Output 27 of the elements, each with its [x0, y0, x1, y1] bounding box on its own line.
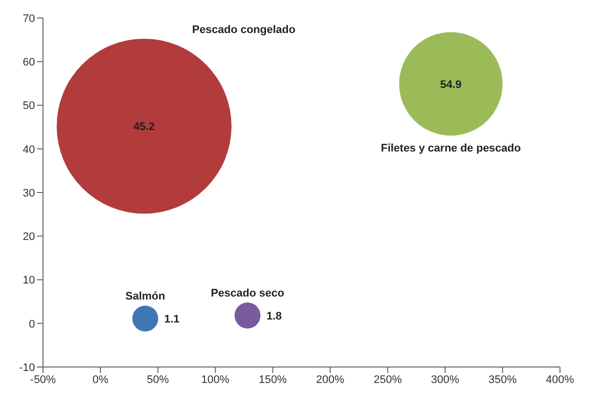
series-label: Pescado seco: [210, 288, 284, 300]
x-tick-label: 400%: [546, 374, 574, 386]
x-tick-label: -50%: [30, 374, 56, 386]
y-tick-label: 40: [22, 144, 35, 156]
data-label: 1.8: [266, 310, 282, 323]
x-tick-label: 300%: [431, 374, 460, 386]
data-label: 45.2: [133, 121, 155, 134]
x-tick-label: 350%: [488, 374, 517, 386]
x-tick-label: 0%: [92, 374, 109, 386]
y-tick-label: 60: [22, 56, 35, 69]
data-label: 54.9: [440, 78, 462, 91]
series-label: Salmón: [125, 290, 166, 303]
y-tick-label: 20: [22, 231, 35, 244]
y-tick-label: 0: [28, 318, 35, 330]
x-tick-label: 250%: [374, 374, 402, 386]
y-tick-label: 30: [22, 187, 35, 200]
series-label: Pescado congelado: [192, 24, 296, 36]
x-tick-label: 50%: [146, 374, 170, 386]
x-tick-label: 200%: [316, 374, 345, 386]
y-tick-label: -10: [19, 362, 35, 374]
y-tick-label: 10: [22, 274, 35, 287]
x-tick-label: 100%: [201, 374, 230, 386]
y-tick-label: 70: [22, 12, 35, 25]
series-label: Filetes y carne de pescado: [380, 142, 522, 155]
data-label: 1.1: [164, 314, 180, 326]
y-tick-label: 50: [22, 100, 35, 112]
x-tick-label: 150%: [258, 374, 288, 386]
